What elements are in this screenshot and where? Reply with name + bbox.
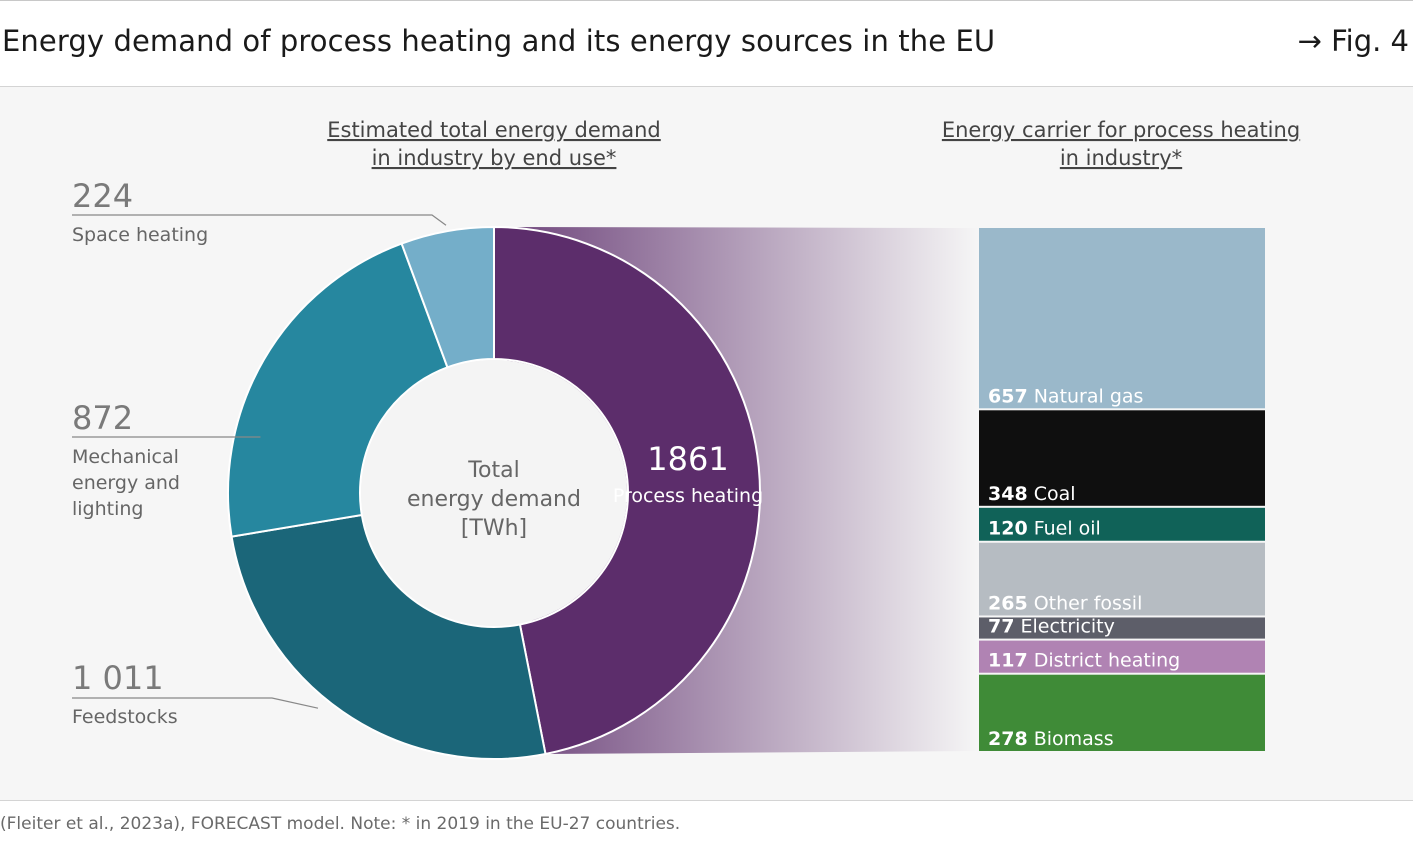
bar-label-value-coal: 348 (988, 483, 1028, 505)
center-label-line-2: energy demand (407, 487, 581, 512)
bar-label-electricity: 77 Electricity (988, 616, 1115, 638)
donut-slice-mechanical-energy-and-lighting (227, 242, 449, 538)
feedstocks-label: Feedstocks (72, 706, 178, 728)
bar-label-name-district-heating: District heating (1028, 650, 1181, 672)
bar-segment-coal (979, 410, 1265, 506)
donut-title-line-2: in industry by end use* (372, 146, 617, 170)
figure-reference: → Fig. 4 (1297, 24, 1409, 58)
bar-title-line-1: Energy carrier for process heating (942, 118, 1300, 142)
bar-label-name-fuel-oil: Fuel oil (1028, 518, 1101, 540)
bar-label-value-other-fossil: 265 (988, 592, 1028, 614)
bar-label-value-natural-gas: 657 (988, 385, 1028, 407)
bar-segment-fuel-oil (979, 507, 1265, 541)
page-title: Energy demand of process heating and its… (2, 24, 996, 58)
bar-segment-electricity (979, 617, 1265, 639)
bar-label-value-electricity: 77 (988, 616, 1014, 638)
space-heating-value: 224 (72, 177, 133, 215)
bar-label-coal: 348 Coal (988, 483, 1076, 505)
bar-title-line-2: in industry* (1060, 146, 1182, 170)
center-label-line-1: Total (467, 458, 519, 483)
mechanical-label-line-1: Mechanical (72, 446, 179, 468)
donut-slice-space-heating (400, 225, 495, 369)
top-rule (0, 0, 1413, 1)
bar-segment-district-heating (979, 640, 1265, 673)
source-note: (Fleiter et al., 2023a), FORECAST model.… (0, 814, 681, 834)
bar-label-value-district-heating: 117 (988, 650, 1028, 672)
bar-label-natural-gas: 657 Natural gas (988, 385, 1143, 407)
center-label-line-3: [TWh] (461, 516, 527, 541)
bar-label-other-fossil: 265 Other fossil (988, 592, 1142, 614)
feedstocks-value: 1 011 (72, 659, 164, 697)
bar-label-name-coal: Coal (1028, 483, 1076, 505)
bar-label-name-biomass: Biomass (1028, 728, 1114, 750)
mechanical-label-line-2: energy and (72, 472, 180, 494)
donut-title-line-1: Estimated total energy demand (327, 118, 661, 142)
process-heating-label: Process heating (613, 485, 763, 507)
bar-label-name-other-fossil: Other fossil (1028, 592, 1143, 614)
bar-label-name-electricity: Electricity (1014, 616, 1114, 638)
bar-segment-biomass (979, 674, 1265, 751)
leader-feedstocks (72, 697, 319, 709)
bar-label-value-biomass: 278 (988, 728, 1028, 750)
bar-label-district-heating: 117 District heating (988, 650, 1180, 672)
donut-chart (227, 225, 761, 760)
bar-label-value-fuel-oil: 120 (988, 518, 1028, 540)
donut-slice-process-heating (493, 225, 761, 756)
bar-label-name-natural-gas: Natural gas (1028, 385, 1144, 407)
donut-slice-feedstocks (230, 513, 547, 760)
process-heating-value: 1861 (647, 440, 728, 478)
bar-label-fuel-oil: 120 Fuel oil (988, 518, 1101, 540)
donut-hole (361, 360, 627, 626)
bar-segment-other-fossil (979, 542, 1265, 616)
bar-label-biomass: 278 Biomass (988, 728, 1114, 750)
space-heating-label: Space heating (72, 224, 208, 246)
bar-segment-natural-gas (979, 228, 1265, 409)
mechanical-label-line-3: lighting (72, 498, 144, 520)
leader-lines (72, 214, 447, 709)
leader-space-heating (72, 214, 447, 226)
mechanical-value: 872 (72, 399, 133, 437)
